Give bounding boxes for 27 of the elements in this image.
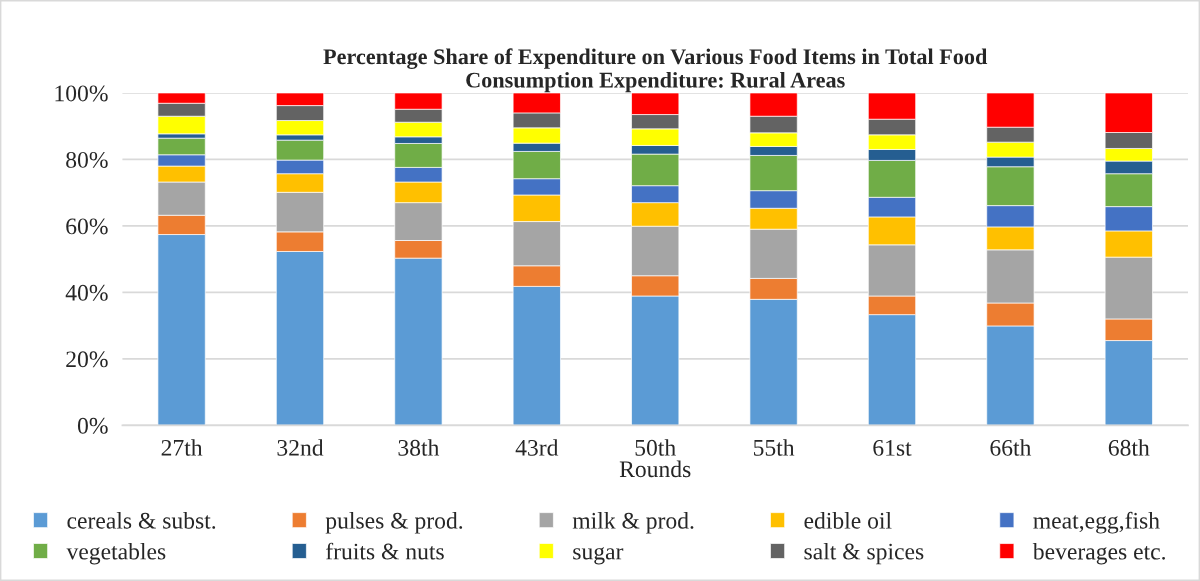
legend-label: fruits & nuts: [326, 542, 444, 560]
y-tick-label: 20%: [66, 351, 108, 368]
x-axis-title: Rounds: [619, 460, 691, 478]
x-tick-label: 66th: [990, 439, 1032, 456]
chart-title: Percentage Share of Expenditure on Various Food Items in Total Food Consumption Expenditure: Rural Areas: [323, 48, 988, 93]
legend-label: sugar: [573, 547, 624, 565]
legend-label: edible oil: [804, 512, 892, 529]
y-tick-label: 40%: [65, 284, 108, 301]
x-tick-label: 38th: [398, 439, 440, 456]
y-tick-label: 100%: [55, 85, 108, 102]
x-tick-label: 68th: [1108, 439, 1150, 456]
legend-label: beverages etc.: [1032, 542, 1165, 565]
legend-label: cereals & subst.: [67, 512, 216, 529]
legend-label: pulses & prod.: [325, 512, 463, 534]
x-tick-label: 50th: [635, 439, 676, 456]
y-tick-label: 0%: [77, 417, 108, 434]
y-tick-label: 80%: [66, 151, 108, 168]
x-tick-label: 61st: [873, 439, 912, 456]
x-tick-label: 55th: [753, 439, 795, 456]
x-tick-label: 32nd: [277, 439, 324, 456]
legend-label: milk & prod.: [572, 512, 694, 534]
legend-label: salt & spices: [804, 542, 924, 565]
legend-label: meat,egg,fish: [1033, 511, 1160, 534]
x-tick-label: 43rd: [515, 439, 559, 456]
y-tick-label: 60%: [66, 218, 108, 235]
legend-label: vegetables: [66, 542, 166, 565]
x-tick-label: 27th: [161, 439, 203, 456]
